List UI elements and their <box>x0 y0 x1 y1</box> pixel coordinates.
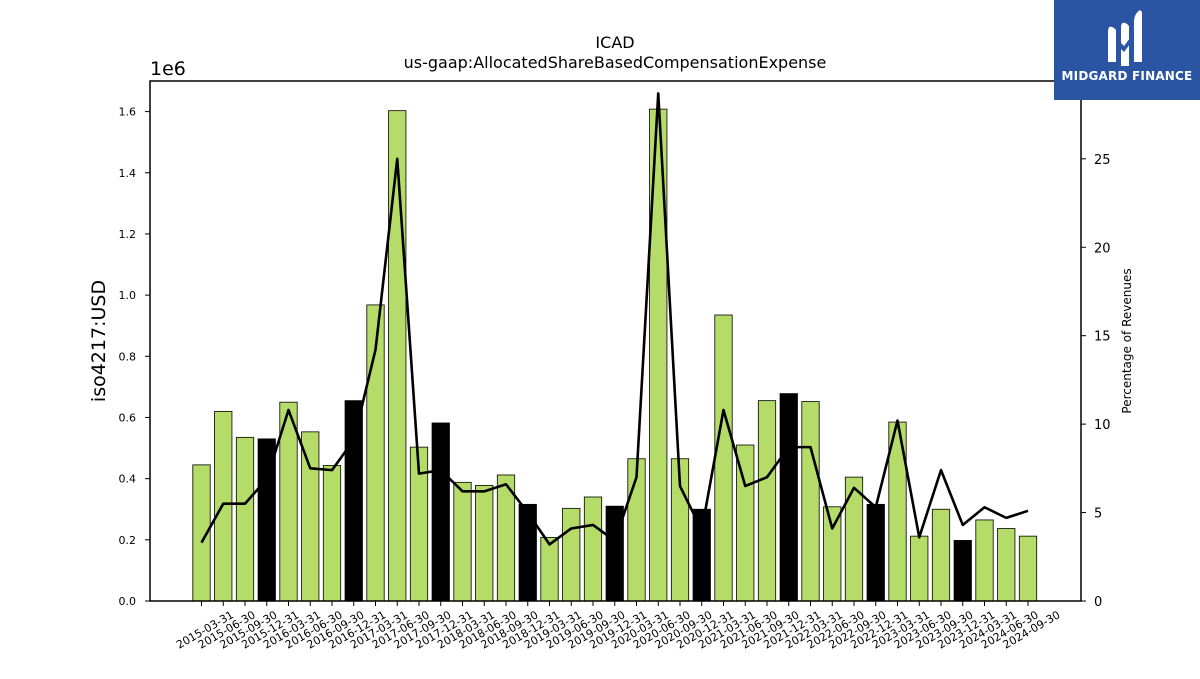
chart-title: ICAD <box>595 33 634 52</box>
bar-2016-09-30 <box>322 465 342 602</box>
y-tick-label: 1.4 <box>119 167 137 180</box>
y-tick-label: 0.8 <box>119 350 137 363</box>
bar-2017-12-31 <box>431 422 450 602</box>
y-tick-label: 1.6 <box>119 106 137 119</box>
bar-2019-06-30 <box>562 507 581 602</box>
bar-2015-09-30 <box>235 436 255 602</box>
y2-tick-label: 10 <box>1094 418 1111 433</box>
bars-layer <box>192 108 1038 602</box>
y-tick-label: 1.2 <box>119 228 137 241</box>
y-tick-label: 0.4 <box>119 473 137 486</box>
percentage-of-revenues-line <box>200 92 1029 546</box>
bar-2016-12-31 <box>344 400 363 602</box>
bar-2018-06-30 <box>475 484 494 602</box>
bar-2021-12-31 <box>779 393 798 602</box>
y2-tick-label: 15 <box>1094 330 1111 345</box>
logo-badge: MIDGARD FINANCE <box>1054 0 1200 100</box>
bar-2022-12-31 <box>866 503 885 602</box>
bar-2023-12-31 <box>953 540 972 602</box>
bar-2019-09-30 <box>583 496 603 602</box>
y2-tick-label: 0 <box>1094 595 1102 610</box>
bar-2017-06-30 <box>388 110 407 602</box>
bar-2023-06-30 <box>910 535 929 602</box>
y-axis-label: iso4217:USD <box>88 280 110 402</box>
line-layer <box>200 92 1029 546</box>
chart-subtitle: us-gaap:AllocatedShareBasedCompensationE… <box>404 53 827 72</box>
y2-tick-label: 5 <box>1094 507 1102 522</box>
bar-2018-03-31 <box>453 481 472 602</box>
y-tick-label: 0.6 <box>119 411 137 424</box>
y-tick-label: 1.0 <box>119 289 137 302</box>
y2-tick-label: 20 <box>1094 241 1111 256</box>
bar-2024-06-30 <box>997 528 1016 602</box>
y2-axis-label: Percentage of Revenues <box>1120 268 1134 413</box>
bar-2018-12-31 <box>518 503 537 602</box>
bar-2021-09-30 <box>757 400 777 602</box>
bar-2022-09-30 <box>844 476 864 602</box>
bar-2019-03-31 <box>540 536 559 602</box>
bar-2022-03-31 <box>801 401 820 602</box>
plot-frame <box>149 80 1082 602</box>
bar-2021-03-31 <box>714 314 733 602</box>
logo-text: MIDGARD FINANCE <box>1061 69 1193 83</box>
bar-2016-06-30 <box>301 431 320 602</box>
y-tick-label: 0.0 <box>119 595 137 608</box>
y2-tick-label: 25 <box>1094 153 1111 168</box>
midgard-m-logo-icon <box>1108 10 1142 67</box>
bar-2024-09-30 <box>1018 535 1038 602</box>
bar-2022-06-30 <box>823 506 842 602</box>
y-axis-offset-label: 1e6 <box>150 58 186 80</box>
y-tick-label: 0.2 <box>119 534 137 547</box>
bar-2023-09-30 <box>931 508 951 602</box>
axes-layer: 0.00.20.40.60.81.01.21.41.60510152025201… <box>119 80 1111 652</box>
bar-2024-03-31 <box>975 519 994 602</box>
